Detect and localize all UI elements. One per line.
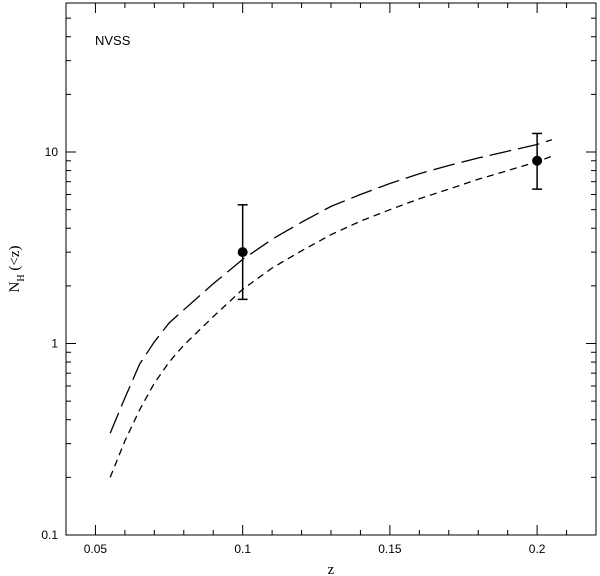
y-tick-label: 0.1 — [41, 528, 58, 542]
data-point — [532, 155, 543, 166]
long-dash-curve — [109, 139, 553, 434]
y-tick-label: 1 — [51, 337, 58, 351]
data-points — [237, 132, 543, 301]
y-tick-label: 10 — [45, 145, 59, 159]
x-tick-label: 0.2 — [529, 542, 546, 556]
x-tick-label: 0.05 — [84, 542, 108, 556]
y-axis-title-tail: (<z) — [7, 246, 23, 275]
y-axis-title-main: N — [7, 281, 23, 292]
nvss-annotation: NVSS — [95, 33, 131, 48]
y-axis-title: NH (<z) — [7, 246, 27, 293]
y-axis-title-sub: H — [16, 274, 27, 281]
axis-ticks — [65, 2, 597, 536]
x-tick-label: 0.1 — [234, 542, 251, 556]
x-axis-title: z — [328, 562, 335, 576]
model-curves — [109, 139, 553, 478]
data-point — [237, 247, 248, 258]
short-dash-curve — [109, 155, 553, 478]
svg-text:NH (<z): NH (<z) — [7, 246, 27, 293]
x-tick-label: 0.15 — [378, 542, 402, 556]
plot-frame — [65, 2, 597, 536]
tick-labels: 0.05 0.1 0.15 0.2 0.1 1 10 — [41, 145, 545, 556]
